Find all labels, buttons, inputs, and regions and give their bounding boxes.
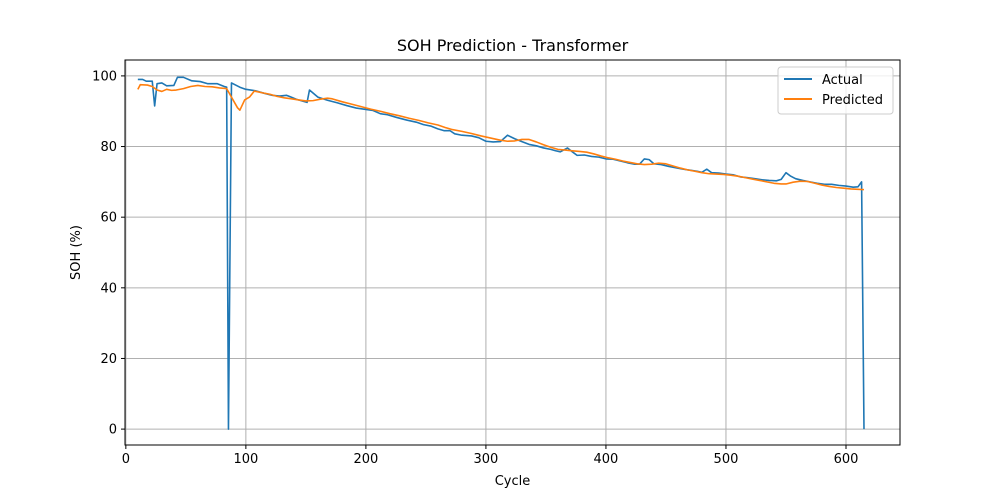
x-axis-label: Cycle <box>495 474 531 489</box>
ticks: 0 100 200 300 400 500 600 0 20 40 60 80 100 <box>92 69 858 467</box>
grid <box>125 60 900 445</box>
x-tick-label: 600 <box>834 452 859 467</box>
x-tick-label: 300 <box>474 452 499 467</box>
x-tick-label: 200 <box>353 452 378 467</box>
x-tick-label: 500 <box>714 452 739 467</box>
legend: Actual Predicted <box>777 66 894 115</box>
y-tick-label: 40 <box>100 281 117 296</box>
x-tick-label: 100 <box>233 452 258 467</box>
y-axis-label: SOH (%) <box>69 225 84 280</box>
chart-title: SOH Prediction - Transformer <box>397 36 629 55</box>
plot-frame <box>124 59 901 446</box>
y-tick-label: 80 <box>100 140 117 155</box>
y-tick-label: 0 <box>109 423 117 438</box>
y-tick-label: 20 <box>100 352 117 367</box>
legend-label-predicted: Predicted <box>822 93 883 108</box>
legend-label-actual: Actual <box>822 73 863 88</box>
series-group <box>137 76 865 430</box>
x-tick-label: 0 <box>122 452 130 467</box>
y-tick-label: 60 <box>100 211 117 226</box>
series-line-predicted <box>137 83 865 191</box>
y-tick-label: 100 <box>92 69 117 84</box>
x-tick-label: 400 <box>594 452 619 467</box>
